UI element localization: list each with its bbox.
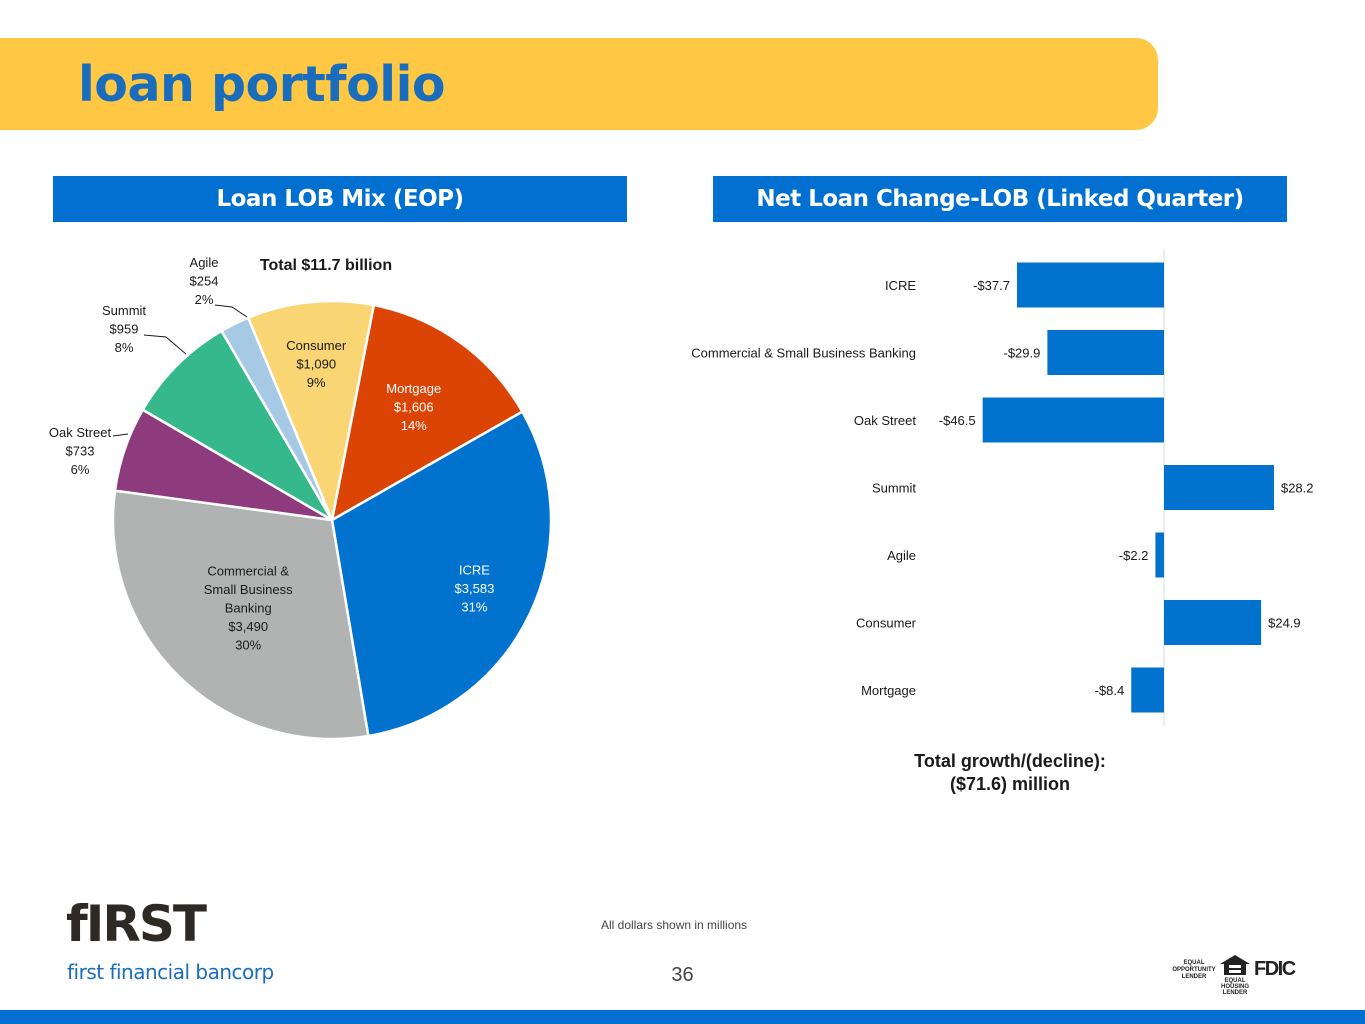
bar-category-consumer: Consumer: [856, 616, 917, 631]
pie-label-agile: Agile $254 2%: [190, 255, 219, 307]
bar-value-oak-street: -$46.5: [939, 413, 976, 428]
total-growth-line1: Total growth/(decline):: [914, 751, 1106, 771]
net-loan-change-bar-chart: ICRE -$37.7 Commercial & Small Business Ba…: [691, 250, 1314, 725]
bar-commercial-small-business-banking: [1047, 330, 1164, 375]
pie-label-mortgage: Mortgage $1,606 14%: [386, 381, 441, 433]
pie-label-consumer: Consumer $1,090 9%: [286, 338, 347, 390]
net-change-panel-header: Net Loan Change-LOB (Linked Quarter): [713, 176, 1287, 222]
bar-category-mortgage: Mortgage: [861, 683, 916, 698]
pie-label-icre: ICRE $3,583 31%: [455, 563, 495, 615]
pie-slice-icre: [330, 410, 553, 738]
pie-slice-summit: [141, 329, 334, 522]
bar-value-consumer: $24.9: [1268, 616, 1301, 631]
page-title: loan portfolio: [78, 56, 446, 113]
equal-housing-lender-badge: EQUAL HOUSING LENDER: [1219, 954, 1251, 996]
equal-opportunity-lender-badge: EQUAL OPPORTUNITY LENDER: [1172, 960, 1216, 980]
pie-label-oak-street: Oak Street $733 6%: [49, 425, 112, 477]
units-footnote: All dollars shown in millions: [601, 918, 748, 932]
bar-summit: [1164, 465, 1274, 510]
loan-mix-pie-chart: Total $11.7 billion Mortgage $1,606 14% ICRE…: [49, 255, 553, 741]
loan-mix-panel-header: Loan LOB Mix (EOP): [53, 176, 627, 222]
bar-value-icre: -$37.7: [973, 278, 1010, 293]
bar-mortgage: [1131, 667, 1164, 713]
pie-slice-mortgage: [330, 303, 524, 522]
bar-value-mortgage: -$8.4: [1095, 683, 1125, 698]
leader-line-agile: [214, 304, 248, 318]
bar-category-agile: Agile: [887, 548, 916, 563]
total-growth-line2: ($71.6) million: [949, 774, 1071, 794]
bar-category-commercial-small-business-banking: Commercial & Small Business Banking: [691, 346, 916, 361]
bar-consumer: [1164, 600, 1262, 645]
bar-value-commercial-small-business-banking: -$29.9: [1004, 346, 1041, 361]
logo-subtitle: first financial bancorp: [67, 960, 274, 984]
logo-wordmark: fIRST: [66, 895, 207, 953]
leader-line-summit: [143, 334, 187, 355]
pie-total-title: Total $11.7 billion: [260, 257, 392, 274]
pie-slice-commercial-small-business-banking: [111, 489, 370, 741]
bar-agile: [1155, 532, 1164, 578]
leader-line-oak-street: [112, 433, 129, 437]
bar-category-icre: ICRE: [885, 278, 916, 293]
bar-category-summit: Summit: [872, 481, 916, 496]
bar-icre: [1016, 262, 1164, 308]
pie-slice-consumer: [246, 299, 376, 522]
bar-value-summit: $28.2: [1281, 481, 1314, 496]
page-number: 36: [671, 964, 694, 986]
bottom-bar: [0, 1010, 1365, 1024]
fdic-badge: FDIC: [1254, 958, 1296, 980]
house-icon: [1220, 955, 1250, 975]
pie-label-commercial-small-business-banking: Commercial & Small Business Banking $3,490 3…: [204, 564, 293, 653]
total-growth-text: Total growth/(decline): ($71.6) million: [880, 750, 1140, 796]
equal-housing-lender-text: EQUAL HOUSING LENDER: [1220, 978, 1249, 996]
bar-value-agile: -$2.2: [1119, 548, 1149, 563]
pie-label-summit: Summit $959 8%: [102, 303, 146, 355]
company-logo: fIRST first financial bancorp: [66, 896, 286, 992]
bar-oak-street: [982, 397, 1164, 443]
regulatory-badges: EQUAL OPPORTUNITY LENDER EQUAL HOUSING L…: [1168, 950, 1308, 996]
title-band: [0, 38, 1158, 130]
bar-category-oak-street: Oak Street: [854, 413, 917, 428]
